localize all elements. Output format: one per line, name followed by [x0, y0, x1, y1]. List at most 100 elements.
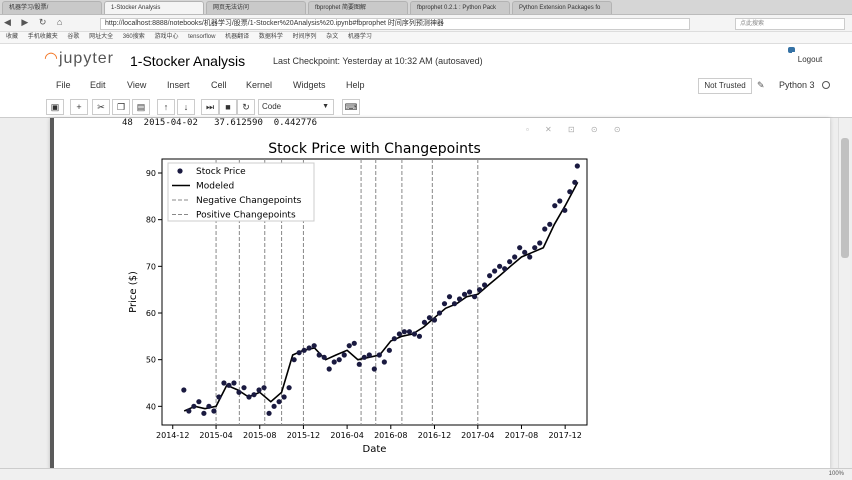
stock-price-point — [507, 259, 513, 265]
browser-tab-active[interactable]: 1-Stocker Analysis — [104, 1, 204, 14]
notebook-title[interactable]: 1-Stocker Analysis — [130, 53, 246, 69]
menu-bar: File Edit View Insert Cell Kernel Widget… — [0, 76, 852, 96]
stock-price-point — [191, 403, 197, 409]
legend-entry: Negative Changepoints — [196, 196, 302, 206]
x-tick-label: 2015-04 — [199, 431, 232, 440]
browser-tab[interactable]: Python Extension Packages fo — [512, 1, 612, 14]
menu-kernel[interactable]: Kernel — [246, 80, 273, 90]
move-down-icon[interactable]: ↓ — [177, 99, 195, 115]
stock-price-point — [211, 408, 217, 414]
url-input[interactable]: http://localhost:8888/notebooks/机器学习/股票/… — [100, 18, 690, 30]
menu-insert[interactable]: Insert — [167, 80, 190, 90]
x-tick-label: 2017-12 — [548, 431, 581, 440]
stock-price-point — [416, 333, 423, 339]
stock-price-point — [241, 385, 247, 391]
jupyter-logo[interactable]: ◠jupyter — [44, 48, 114, 68]
browser-tab[interactable]: fbprophet 0.2.1 : Python Pack — [410, 1, 510, 14]
logout-button[interactable]: Logout — [792, 52, 828, 70]
stock-price-point — [574, 163, 580, 169]
stock-price-point — [542, 226, 548, 232]
run-icon[interactable]: ⏭ — [201, 99, 219, 115]
stock-price-point — [181, 387, 187, 393]
bookmark-item[interactable]: 杂文 — [326, 34, 339, 40]
stock-price-point — [446, 294, 453, 300]
zoom-level[interactable]: 100% — [828, 471, 844, 477]
cut-icon[interactable]: ✂ — [92, 99, 110, 115]
stock-price-point — [411, 331, 418, 337]
stock-price-point — [431, 317, 438, 323]
bookmark-item[interactable]: 数据科学 — [258, 34, 283, 40]
stock-price-point — [291, 357, 297, 363]
stock-price-point — [572, 179, 578, 185]
browser-tab[interactable]: 网页无法访问 — [206, 1, 306, 14]
stock-price-point — [471, 294, 478, 300]
browser-tab[interactable]: fbprophet 简要图解 — [308, 1, 408, 14]
stock-price-point — [517, 245, 523, 251]
bookmark-item[interactable]: 机器翻译 — [225, 34, 250, 40]
bookmarks-bar: 收藏 手机收藏夹 谷歌 网址大全 360搜索 游戏中心 tensorflow 机… — [0, 32, 852, 44]
stock-price-point — [371, 366, 377, 372]
menu-file[interactable]: File — [56, 80, 71, 90]
bookmark-item[interactable]: 谷歌 — [67, 34, 80, 40]
stock-price-point — [512, 254, 518, 260]
menu-edit[interactable]: Edit — [90, 80, 106, 90]
stock-price-point — [547, 221, 553, 227]
x-tick-label: 2017-08 — [505, 431, 538, 440]
stock-price-point — [316, 352, 322, 358]
output-table-row: 48 2015-04-02 37.612590 0.442776 — [122, 118, 318, 128]
stock-price-point — [256, 387, 262, 393]
stock-price-point — [231, 380, 237, 386]
move-up-icon[interactable]: ↑ — [157, 99, 175, 115]
notebook-toolbar: ▣ + ✂ ❐ ▤ ↑ ↓ ⏭ ■ ↻ Code ▼ ⌨ — [0, 96, 852, 118]
paste-icon[interactable]: ▤ — [132, 99, 150, 115]
bookmark-item[interactable]: 收藏 — [6, 34, 19, 40]
browser-search-input[interactable]: 点此搜索 — [735, 18, 845, 30]
stock-price-point — [301, 347, 307, 353]
menu-cell[interactable]: Cell — [211, 80, 227, 90]
browser-tab[interactable]: 机器学习/股票/ — [2, 1, 102, 14]
stock-price-point — [356, 361, 362, 367]
bookmark-item[interactable]: 网址大全 — [89, 34, 114, 40]
save-icon[interactable]: ▣ — [46, 99, 64, 115]
trust-status-button[interactable]: Not Trusted — [698, 78, 752, 94]
output-controls[interactable]: ▫ ✕ ⊡ ⊙ ⊙ — [526, 125, 628, 134]
stock-chart: Stock Price with Changepoints Date Price (… — [128, 141, 588, 455]
stock-price-point — [216, 394, 222, 400]
stock-price-point — [331, 359, 337, 365]
add-cell-icon[interactable]: + — [70, 99, 88, 115]
bookmark-item[interactable]: 360搜索 — [122, 34, 145, 40]
copy-icon[interactable]: ❐ — [112, 99, 130, 115]
stock-price-point — [567, 189, 573, 195]
stock-price-point — [366, 352, 372, 358]
stock-price-point — [336, 357, 342, 363]
bookmark-item[interactable]: 时间序列 — [292, 34, 317, 40]
chevron-down-icon: ▼ — [322, 103, 329, 110]
bookmark-item[interactable]: 游戏中心 — [154, 34, 179, 40]
jupyter-logo-mark: ◠ — [44, 50, 59, 67]
stock-price-point — [557, 198, 563, 204]
bookmark-item[interactable]: tensorflow — [188, 34, 216, 40]
x-axis-label: Date — [363, 444, 387, 455]
scroll-thumb[interactable] — [841, 138, 849, 258]
bookmark-item[interactable]: 手机收藏夹 — [27, 34, 58, 40]
y-axis-label: Price ($) — [128, 271, 139, 313]
stock-price-point — [527, 254, 533, 260]
menu-widgets[interactable]: Widgets — [293, 80, 326, 90]
scrollbar[interactable] — [838, 118, 850, 470]
stop-icon[interactable]: ■ — [219, 99, 237, 115]
stock-price-point — [281, 394, 287, 400]
stock-price-point — [451, 301, 458, 307]
y-tick-label: 50 — [146, 356, 156, 365]
restart-icon[interactable]: ↻ — [237, 99, 255, 115]
keyboard-icon[interactable]: ⌨ — [342, 99, 360, 115]
kernel-name: Python 3 — [779, 80, 815, 90]
stock-price-point — [396, 331, 402, 337]
browser-nav-icons[interactable]: ◀ ▶ ↻ ⌂ — [4, 17, 67, 27]
pencil-icon[interactable]: ✎ — [757, 80, 765, 90]
menu-view[interactable]: View — [127, 80, 147, 90]
bookmark-item[interactable]: 机器学习 — [347, 34, 372, 40]
stock-price-point — [487, 273, 493, 279]
menu-help[interactable]: Help — [346, 80, 365, 90]
kernel-idle-icon — [822, 81, 830, 89]
cell-type-select[interactable]: Code ▼ — [258, 99, 334, 115]
